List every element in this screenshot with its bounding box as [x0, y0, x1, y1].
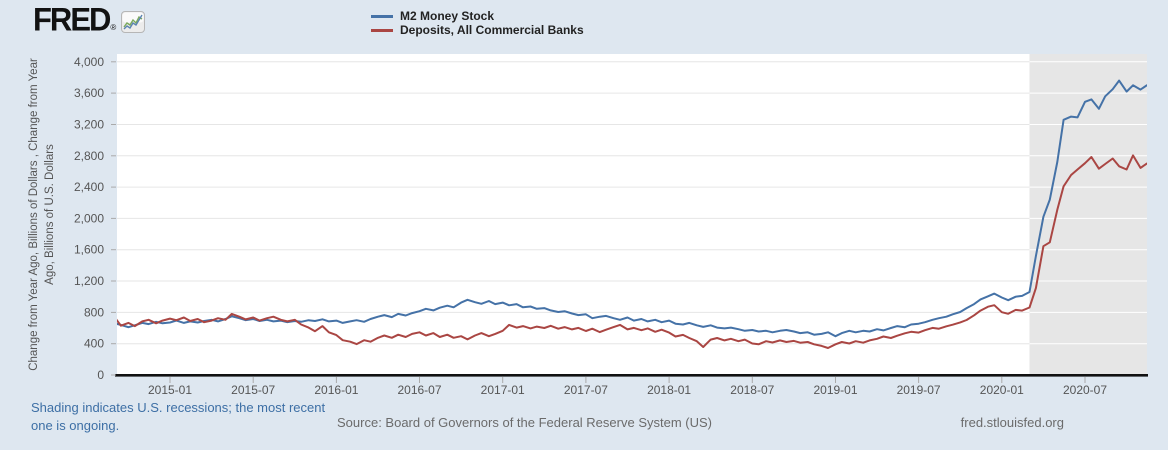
legend-label-deposits: Deposits, All Commercial Banks	[400, 23, 584, 37]
y-tick-label: 1,600	[74, 243, 104, 257]
series-line-deposits[interactable]	[115, 154, 1147, 349]
y-tick-label: 3,200	[74, 118, 104, 132]
legend-item-deposits[interactable]: Deposits, All Commercial Banks	[371, 23, 584, 37]
x-tick-label: 2016-07	[397, 383, 441, 397]
y-tick-label: 2,000	[74, 211, 104, 225]
x-tick-label: 2016-01	[314, 383, 358, 397]
fred-logo[interactable]: FRED ®	[33, 1, 146, 38]
x-tick-label: 2015-01	[148, 383, 192, 397]
y-tick-label: 4,000	[74, 55, 104, 69]
fred-logo-text: FRED	[33, 1, 111, 38]
y-tick-label: 2,800	[74, 149, 104, 163]
fred-site-link[interactable]: fred.stlouisfed.org	[960, 415, 1064, 430]
x-tick-label: 2017-01	[481, 383, 525, 397]
fred-sparkline-icon	[121, 11, 146, 38]
x-tick-label: 2020-01	[980, 383, 1024, 397]
y-tick-label: 2,400	[74, 180, 104, 194]
legend-item-m2[interactable]: M2 Money Stock	[371, 9, 584, 23]
y-axis-title-line1: Change from Year Ago, Billions of Dollar…	[28, 58, 40, 371]
y-axis-title-line2: Ago, Billions of U.S. Dollars	[44, 144, 56, 285]
source-attribution: Source: Board of Governors of the Federa…	[337, 415, 712, 430]
y-tick-label: 800	[84, 305, 104, 319]
y-tick-label: 400	[84, 337, 104, 351]
x-tick-label: 2020-07	[1063, 383, 1107, 397]
y-tick-label: 1,200	[74, 274, 104, 288]
x-tick-label: 2018-07	[730, 383, 774, 397]
plot-background	[117, 54, 1147, 375]
legend-label-m2: M2 Money Stock	[400, 9, 495, 23]
x-tick-label: 2018-01	[647, 383, 691, 397]
legend: M2 Money Stock Deposits, All Commercial …	[371, 9, 584, 37]
x-tick-label: 2015-07	[231, 383, 275, 397]
registered-trademark: ®	[110, 23, 117, 32]
x-tick-label: 2019-01	[813, 383, 857, 397]
x-axis-line	[115, 374, 1148, 377]
x-tick-label: 2019-07	[897, 383, 941, 397]
legend-swatch-deposits	[371, 28, 393, 32]
y-tick-label: 0	[97, 368, 104, 382]
legend-swatch-m2	[371, 14, 393, 18]
x-tick-label: 2017-07	[564, 383, 608, 397]
recession-shading-note[interactable]: Shading indicates U.S. recessions; the m…	[31, 400, 326, 433]
recession-band	[1029, 54, 1147, 375]
y-tick-label: 3,600	[74, 86, 104, 100]
